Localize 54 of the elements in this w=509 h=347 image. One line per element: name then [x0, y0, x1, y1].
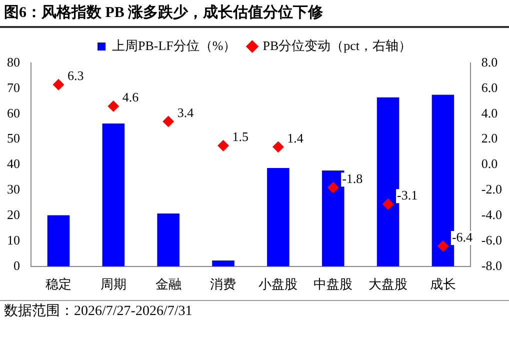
data-label: -6.4 [452, 229, 474, 244]
y2-tick-label: -6.0 [481, 232, 502, 248]
data-label: 3.4 [177, 104, 194, 120]
x-tick-label: 中盘股 [314, 276, 353, 292]
bar [376, 97, 400, 266]
point [218, 140, 229, 152]
bar [157, 214, 180, 266]
data-label: 6.3 [67, 68, 84, 84]
legend-label: 上周PB-LF分位（%） [112, 38, 236, 53]
point [437, 240, 448, 252]
point [108, 100, 119, 112]
bar [102, 124, 125, 266]
y2-tick-label: 0.0 [481, 156, 498, 172]
point [52, 79, 64, 90]
data-label: 1.4 [287, 130, 304, 146]
x-tick-label: 金融 [155, 276, 182, 292]
legend-label: PB分位变动（pct，右轴） [262, 38, 412, 53]
x-tick-label: 成长 [430, 276, 456, 292]
point [328, 182, 339, 194]
y2-tick-label: 2.0 [481, 130, 498, 146]
x-tick-label: 稳定 [45, 276, 72, 292]
text: 数据范围：2026/7/27-2026/7/31 [0, 301, 509, 321]
bar [432, 94, 454, 266]
x-tick-label: 消费 [210, 276, 236, 292]
bar [212, 260, 234, 266]
y-tick-label: 50 [7, 130, 20, 146]
chart-title: 图6：风格指数 PB 涨多跌少，成长估值分位下修 [0, 0, 509, 28]
bar [322, 170, 344, 266]
point [162, 116, 174, 127]
point [272, 141, 284, 152]
bar [47, 215, 70, 266]
bar [267, 168, 290, 266]
data-label: -3.1 [397, 188, 418, 203]
x-tick-label: 大盘股 [368, 276, 408, 292]
x-tick-label: 周期 [100, 276, 126, 292]
y-tick-label: 0 [14, 258, 20, 273]
y2-tick-label: -2.0 [481, 182, 502, 197]
y2-tick-label: 8.0 [481, 54, 498, 70]
y-tick-label: 40 [7, 156, 20, 172]
point [382, 198, 394, 210]
data-label: 1.5 [232, 129, 248, 144]
y-tick-label: 10 [7, 232, 20, 248]
x-tick-label: 小盘股 [258, 276, 298, 292]
y2-tick-label: -4.0 [481, 206, 502, 222]
y2-tick-label: 6.0 [481, 80, 498, 95]
y-tick-label: 20 [7, 206, 20, 222]
y-tick-label: 30 [7, 182, 20, 197]
data-label: 4.6 [122, 90, 140, 105]
y-tick-label: 60 [7, 105, 20, 120]
y2-tick-label: 4.0 [481, 105, 498, 120]
y-tick-label: 80 [7, 54, 20, 70]
y2-tick-label: -8.0 [481, 258, 502, 273]
data-label: -1.8 [342, 171, 363, 186]
y-tick-label: 70 [7, 80, 20, 95]
